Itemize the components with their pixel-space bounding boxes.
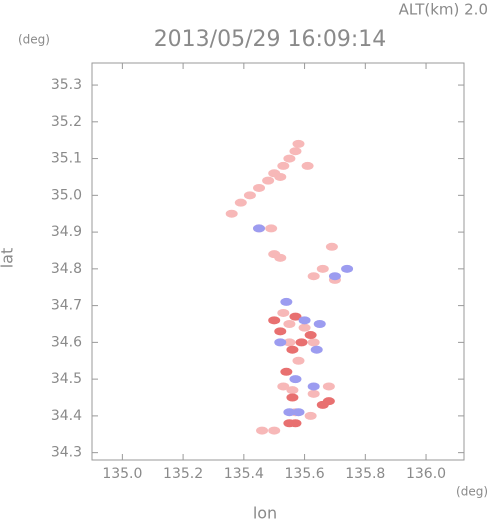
- echo-patch: [265, 224, 278, 233]
- echo-patch: [280, 297, 293, 306]
- y-tick-label: 34.9: [51, 224, 82, 240]
- y-tick-label: 34.6: [51, 334, 82, 350]
- y-tick-label: 34.7: [51, 298, 82, 314]
- y-tick-label: 35.3: [51, 77, 82, 93]
- echo-patch: [234, 198, 247, 207]
- echo-patch: [313, 319, 326, 328]
- echo-patch: [283, 154, 296, 163]
- echo-patch: [225, 209, 238, 218]
- x-axis-label: lon: [253, 504, 277, 521]
- echo-patch: [301, 161, 314, 170]
- x-unit: (deg): [456, 485, 488, 499]
- altitude-label: ALT(km) 2.0: [399, 1, 488, 19]
- echo-patch: [310, 345, 323, 354]
- y-tick-label: 35.2: [51, 114, 82, 130]
- echo-patch: [322, 397, 335, 406]
- y-unit: (deg): [18, 33, 50, 47]
- echo-patch: [274, 172, 287, 181]
- echo-patch: [304, 331, 317, 340]
- echo-patch: [298, 323, 311, 332]
- x-tick-label: 135.8: [345, 466, 385, 482]
- y-tick-label: 34.4: [51, 408, 82, 424]
- echo-patch: [316, 264, 329, 273]
- plot-frame: [91, 62, 465, 461]
- y-tick-label: 34.3: [51, 445, 82, 461]
- echo-patch: [283, 408, 296, 417]
- echo-patch: [268, 316, 281, 325]
- echo-patch: [283, 319, 296, 328]
- echo-patch: [341, 264, 354, 273]
- echo-patch: [243, 191, 256, 200]
- echo-patch: [325, 242, 338, 251]
- echo-patch: [307, 338, 320, 347]
- echo-patch: [286, 345, 299, 354]
- y-tick-label: 34.5: [51, 371, 82, 387]
- echo-patch: [277, 308, 290, 317]
- echo-patch: [298, 316, 311, 325]
- echo-patch: [307, 389, 320, 398]
- echo-patch: [289, 419, 302, 428]
- y-tick-label: 34.8: [51, 261, 82, 277]
- echo-patch: [277, 161, 290, 170]
- echo-patch: [268, 426, 281, 435]
- echo-patch: [307, 382, 320, 391]
- echo-patch: [253, 224, 266, 233]
- echo-patch: [289, 312, 302, 321]
- echo-patch: [274, 338, 287, 347]
- echo-patch: [274, 327, 287, 336]
- x-tick-label: 135.6: [285, 466, 325, 482]
- echo-patch: [289, 147, 302, 156]
- y-tick-label: 35.0: [51, 187, 82, 203]
- echo-patch: [295, 338, 308, 347]
- echo-patch: [322, 382, 335, 391]
- echo-patch: [256, 426, 269, 435]
- echo-patch: [286, 386, 299, 395]
- echo-patch: [292, 139, 305, 148]
- echo-patch: [277, 382, 290, 391]
- echo-patch: [328, 272, 341, 281]
- echo-patch: [292, 408, 305, 417]
- x-tick-label: 135.0: [102, 466, 142, 482]
- echo-patch: [292, 356, 305, 365]
- echo-patch: [304, 411, 317, 420]
- x-tick-label: 135.4: [224, 466, 264, 482]
- echo-patch: [286, 393, 299, 402]
- y-axis-label: lat: [0, 248, 17, 269]
- echo-patch: [307, 272, 320, 281]
- echo-patch: [283, 338, 296, 347]
- y-tick-label: 35.1: [51, 151, 82, 167]
- x-tick-label: 135.2: [163, 466, 203, 482]
- echo-patch: [253, 183, 266, 192]
- chart-title: 2013/05/29 16:09:14: [154, 27, 387, 52]
- echo-patch: [280, 367, 293, 376]
- x-tick-label: 136.0: [406, 466, 446, 482]
- echo-patch: [274, 253, 287, 262]
- echo-patch: [289, 375, 302, 384]
- echo-patch: [262, 176, 275, 185]
